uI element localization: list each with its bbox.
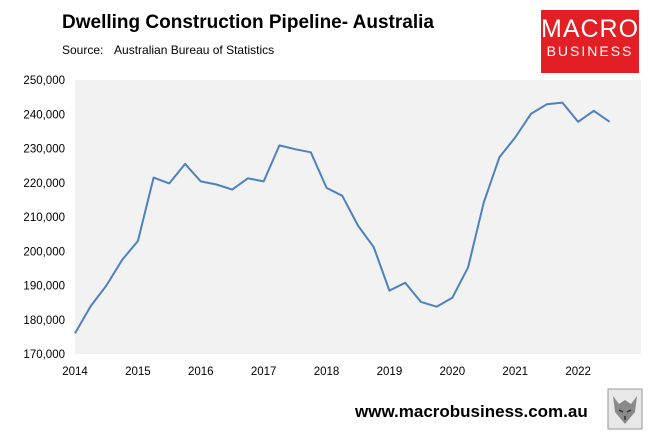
macrobusiness-logo: MACRO BUSINESS (541, 10, 639, 73)
x-tick-label: 2020 (440, 366, 466, 378)
plot-area (75, 80, 641, 354)
y-tick-label: 250,000 (23, 75, 65, 87)
chart-title: Dwelling Construction Pipeline- Australi… (62, 12, 434, 33)
wolf-emblem-icon (607, 388, 643, 430)
x-tick-label: 2017 (251, 366, 277, 378)
y-tick-label: 220,000 (23, 178, 65, 190)
website-url[interactable]: www.macrobusiness.com.au (355, 402, 588, 421)
x-tick-label: 2014 (62, 366, 88, 378)
y-tick-label: 210,000 (23, 212, 65, 224)
y-tick-label: 180,000 (23, 315, 65, 327)
x-tick-label: 2016 (188, 366, 214, 378)
logo-line2: BUSINESS (546, 43, 634, 59)
x-tick-label: 2022 (565, 366, 591, 378)
x-tick-label: 2021 (502, 366, 528, 378)
y-tick-label: 200,000 (23, 246, 65, 258)
y-axis: 170,000 180,000 190,000 200,000 210,000 220,0… (23, 75, 65, 361)
y-tick-label: 190,000 (23, 281, 65, 293)
x-tick-label: 2018 (314, 366, 340, 378)
x-axis: 2014 2015 2016 2017 2018 2019 2020 2021 2022 (62, 366, 591, 378)
source-text: Australian Bureau of Statistics (114, 43, 275, 57)
source-line: Source: Australian Bureau of Statistics (62, 43, 274, 57)
series-line (74, 101, 611, 334)
source-label: Source: (62, 43, 104, 57)
x-tick-label: 2015 (125, 366, 151, 378)
logo-line1: MACRO (541, 15, 640, 43)
y-tick-label: 240,000 (23, 109, 65, 121)
y-tick-label: 230,000 (23, 144, 65, 156)
x-tick-label: 2019 (377, 366, 403, 378)
y-tick-label: 170,000 (23, 349, 65, 361)
